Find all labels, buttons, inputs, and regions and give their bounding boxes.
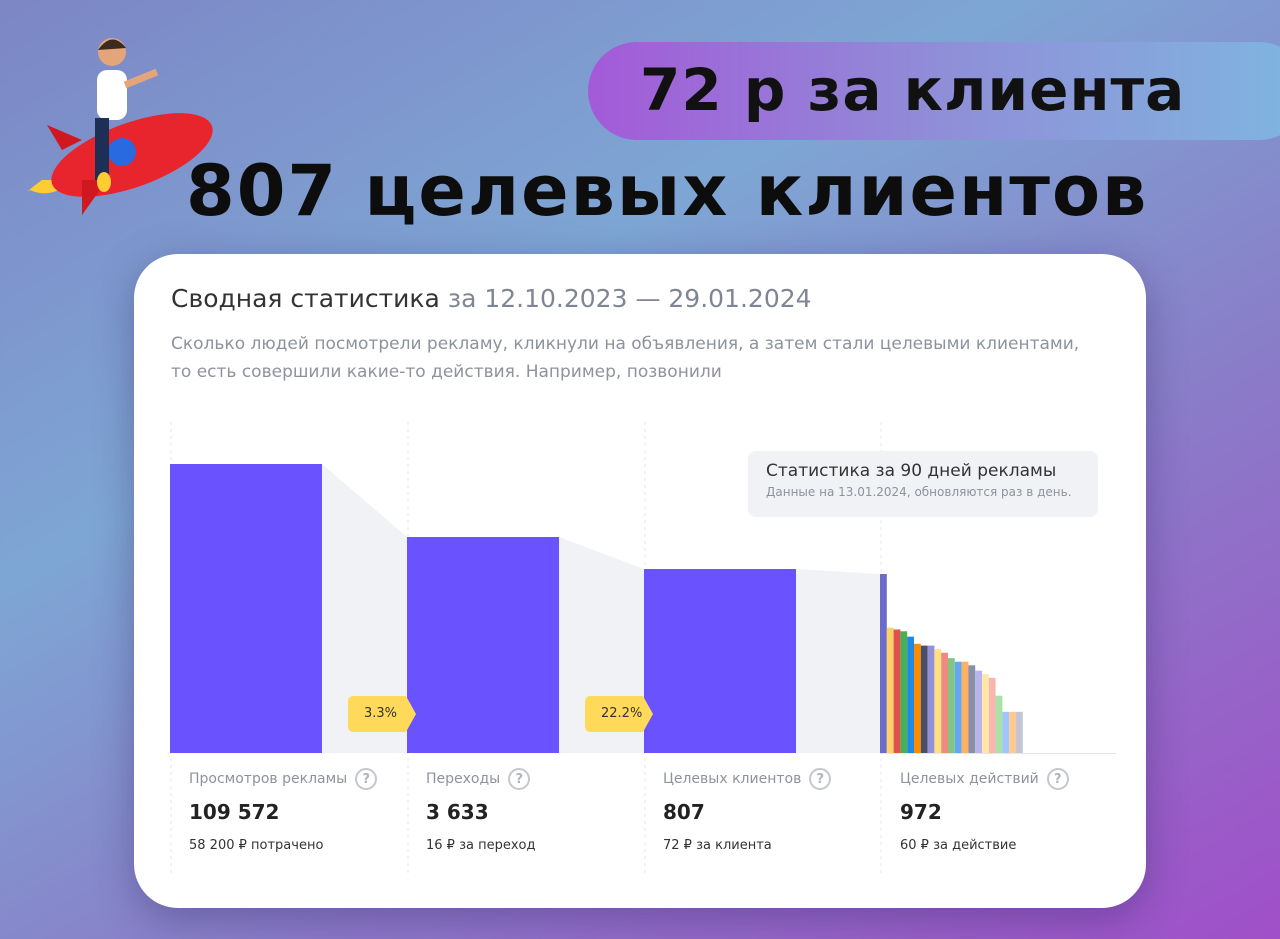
action-bar xyxy=(1002,711,1010,753)
headline: 807 целевых клиентов xyxy=(186,150,1149,232)
funnel-bar xyxy=(170,464,322,753)
stat-actions: Целевых действий? 972 60 ₽ за действие xyxy=(900,768,1120,853)
funnel-bar xyxy=(644,569,796,753)
stat-note: 16 ₽ за переход xyxy=(426,838,536,853)
price-text: 72 р за клиента xyxy=(640,56,1186,124)
stat-label: Целевых клиентов xyxy=(663,771,802,787)
stat-value: 807 xyxy=(663,800,705,824)
funnel-chart xyxy=(170,422,1116,874)
stat-value: 109 572 xyxy=(189,800,280,824)
action-bar xyxy=(948,658,955,753)
card-subtitle: Сколько людей посмотрели рекламу, кликну… xyxy=(171,334,1080,382)
action-bar xyxy=(988,677,996,753)
help-icon[interactable]: ? xyxy=(508,768,531,790)
conversion-badge: 3.3% xyxy=(348,696,416,732)
action-bar xyxy=(886,627,894,753)
action-bar xyxy=(934,649,942,753)
stats-tooltip: Статистика за 90 дней рекламы Данные на … xyxy=(748,451,1098,517)
stat-note: 58 200 ₽ потрачено xyxy=(189,838,324,853)
stat-value: 972 xyxy=(900,800,942,824)
help-icon[interactable]: ? xyxy=(1046,768,1069,790)
help-icon[interactable]: ? xyxy=(355,768,378,790)
action-bar xyxy=(914,643,921,753)
action-bar xyxy=(1016,711,1023,753)
action-bar xyxy=(907,636,914,753)
summary-stats-card: Сводная статистика за 12.10.2023 — 29.01… xyxy=(134,254,1146,908)
stat-value: 3 633 xyxy=(426,800,489,824)
stat-note: 72 ₽ за клиента xyxy=(663,838,772,853)
action-bar xyxy=(941,652,948,753)
stat-clicks: Переходы? 3 633 16 ₽ за переход xyxy=(426,768,646,853)
action-bar xyxy=(920,645,928,753)
conversion-badge: 22.2% xyxy=(585,696,653,732)
funnel-connector xyxy=(796,569,880,753)
action-bar xyxy=(954,661,962,753)
stat-views: Просмотров рекламы? 109 572 58 200 ₽ пот… xyxy=(189,768,409,853)
title-text: Сводная статистика xyxy=(171,284,440,313)
funnel-bar xyxy=(407,537,559,753)
rocket-mascot-illustration xyxy=(27,38,213,215)
stat-label: Переходы xyxy=(426,771,501,787)
action-bar xyxy=(927,645,935,753)
action-bar xyxy=(995,695,1003,753)
stat-label: Просмотров рекламы xyxy=(189,771,348,787)
tooltip-title: Статистика за 90 дней рекламы xyxy=(766,461,1057,481)
action-bar xyxy=(968,665,976,753)
stat-clients: Целевых клиентов? 807 72 ₽ за клиента xyxy=(663,768,883,853)
funnel-connector xyxy=(322,464,407,753)
action-bar xyxy=(1009,711,1016,753)
stat-note: 60 ₽ за действие xyxy=(900,838,1017,853)
price-banner: 72 р за клиента xyxy=(588,42,1280,140)
stat-label: Целевых действий xyxy=(900,771,1039,787)
date-range: за 12.10.2023 — 29.01.2024 xyxy=(447,284,812,313)
action-bar xyxy=(880,574,887,753)
tooltip-text: Данные на 13.01.2024, обновляются раз в … xyxy=(766,485,1072,499)
help-icon[interactable]: ? xyxy=(809,768,832,790)
card-title: Сводная статистика за 12.10.2023 — 29.01… xyxy=(171,284,812,313)
action-bar xyxy=(975,670,982,753)
action-bar xyxy=(982,674,989,753)
action-bar xyxy=(893,629,901,753)
action-bar xyxy=(961,661,969,753)
action-bar xyxy=(900,631,908,753)
